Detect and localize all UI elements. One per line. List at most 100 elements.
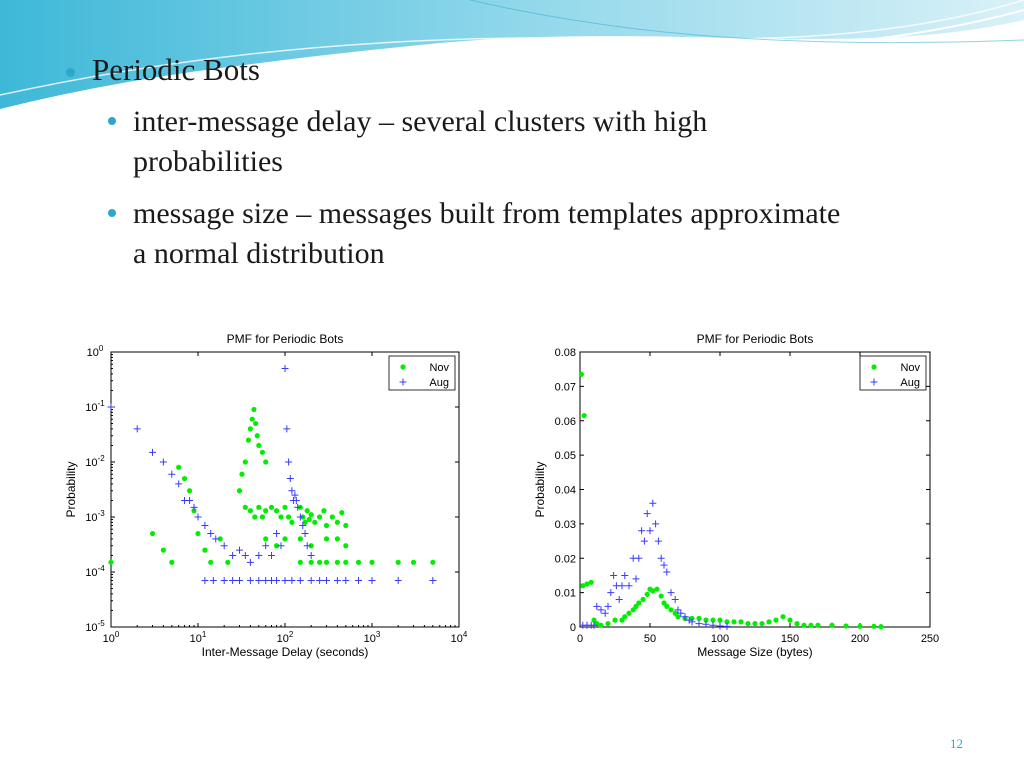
nov-point: [343, 559, 349, 565]
x-tick-label: 150: [781, 633, 799, 645]
nov-point: [355, 559, 362, 565]
aug-point: [688, 618, 696, 626]
nov-point: [664, 603, 670, 609]
aug-point: [296, 577, 304, 585]
nov-point: [650, 588, 656, 594]
aug-point: [333, 577, 341, 585]
nov-point: [633, 603, 639, 609]
aug-point: [681, 613, 689, 621]
nov-point: [256, 442, 262, 449]
delay-pmf-svg: PMF for Periodic Bots 100 101 102 103 104 10-5…: [64, 332, 468, 659]
nov-point: [278, 514, 284, 520]
nov-point: [195, 530, 201, 537]
x-tick-label: 101: [190, 630, 207, 645]
nov-point: [710, 617, 716, 623]
nov-point: [108, 559, 114, 565]
x-tick-label: 250: [921, 633, 939, 645]
nov-point: [312, 519, 318, 525]
x-tick-label: 100: [711, 633, 729, 645]
series-nov: [578, 371, 884, 630]
aug-point: [281, 365, 289, 373]
y-tick-label: 10-5: [85, 619, 105, 634]
legend-box: [859, 355, 927, 391]
aug-point: [255, 551, 263, 559]
legend-nov-marker: [871, 364, 877, 370]
aug-point: [285, 458, 293, 466]
header-wave-banner: [0, 0, 1024, 111]
aug-point: [632, 575, 640, 583]
aug-point: [638, 527, 646, 535]
aug-point: [288, 487, 296, 495]
y-tick-label: 0.07: [555, 381, 576, 393]
nov-point: [169, 559, 175, 565]
nov-point: [256, 504, 262, 510]
nov-point: [843, 623, 849, 629]
aug-point: [618, 582, 626, 590]
bullet-dot-icon: [66, 68, 75, 77]
nov-point: [334, 519, 340, 525]
nov-point: [251, 406, 257, 413]
nov-point: [857, 623, 863, 629]
nov-point: [339, 510, 345, 516]
aug-point: [201, 522, 209, 530]
nov-point: [202, 547, 208, 553]
nov-point: [605, 620, 611, 627]
nov-point: [217, 536, 223, 542]
nov-point: [263, 508, 269, 514]
y-tick-label: 0.01: [555, 588, 576, 600]
aug-point: [368, 577, 376, 585]
x-tick-label: 100: [103, 630, 120, 645]
x-axis-label: Message Size (bytes): [697, 645, 812, 659]
nov-point: [245, 437, 252, 443]
series-nov: [108, 406, 436, 565]
nov-point: [297, 559, 303, 565]
aug-point: [652, 520, 660, 528]
nov-point: [808, 622, 814, 628]
y-tick-label: 0.04: [555, 485, 576, 497]
aug-point: [292, 496, 300, 504]
aug-point: [168, 470, 176, 478]
aug-point: [671, 596, 679, 603]
x-tick-label: 102: [277, 630, 294, 645]
aug-point: [355, 577, 363, 585]
x-axis-label: Inter-Message Delay (seconds): [202, 645, 369, 659]
size-pmf-chart: PMF for Periodic Bots 0 50 100 150 200 250 0 0.0…: [520, 324, 974, 664]
aug-point: [299, 522, 307, 530]
aug-point: [607, 589, 615, 597]
nov-point: [323, 536, 330, 542]
legend-label: Nov: [900, 362, 920, 374]
bullet-dot-icon: [108, 117, 116, 125]
aug-point: [241, 551, 249, 559]
delay-pmf-chart: PMF for Periodic Bots 100 101 102 103 104 10-5…: [52, 324, 520, 664]
aug-point: [194, 513, 202, 521]
nov-point: [208, 559, 214, 565]
nov-point: [317, 559, 323, 565]
aug-point: [209, 577, 217, 585]
aug-point: [709, 621, 717, 629]
legend: Nov Aug: [859, 355, 927, 391]
bullet-dot-icon: [108, 209, 116, 217]
x-tick-label: 0: [577, 633, 583, 645]
aug-point: [635, 554, 643, 562]
nov-point: [286, 514, 292, 520]
legend-label: Aug: [900, 377, 920, 389]
aug-point: [107, 403, 115, 411]
aug-point: [229, 577, 237, 585]
y-tick-label: 10-3: [85, 509, 105, 524]
legend-label: Nov: [429, 362, 449, 374]
aug-point: [273, 577, 281, 585]
nov-point: [343, 522, 349, 529]
nov-point: [626, 610, 632, 616]
nov-point: [801, 622, 807, 628]
nov-point: [658, 593, 664, 599]
nov-point: [794, 620, 800, 627]
nov-point: [724, 619, 730, 625]
nov-point: [780, 614, 786, 620]
aug-point: [597, 606, 605, 614]
nov-point: [181, 475, 188, 482]
nov-point: [703, 617, 709, 623]
aug-point: [646, 527, 654, 535]
nov-point: [578, 371, 584, 377]
nov-point: [321, 508, 327, 514]
nov-point: [308, 559, 314, 565]
